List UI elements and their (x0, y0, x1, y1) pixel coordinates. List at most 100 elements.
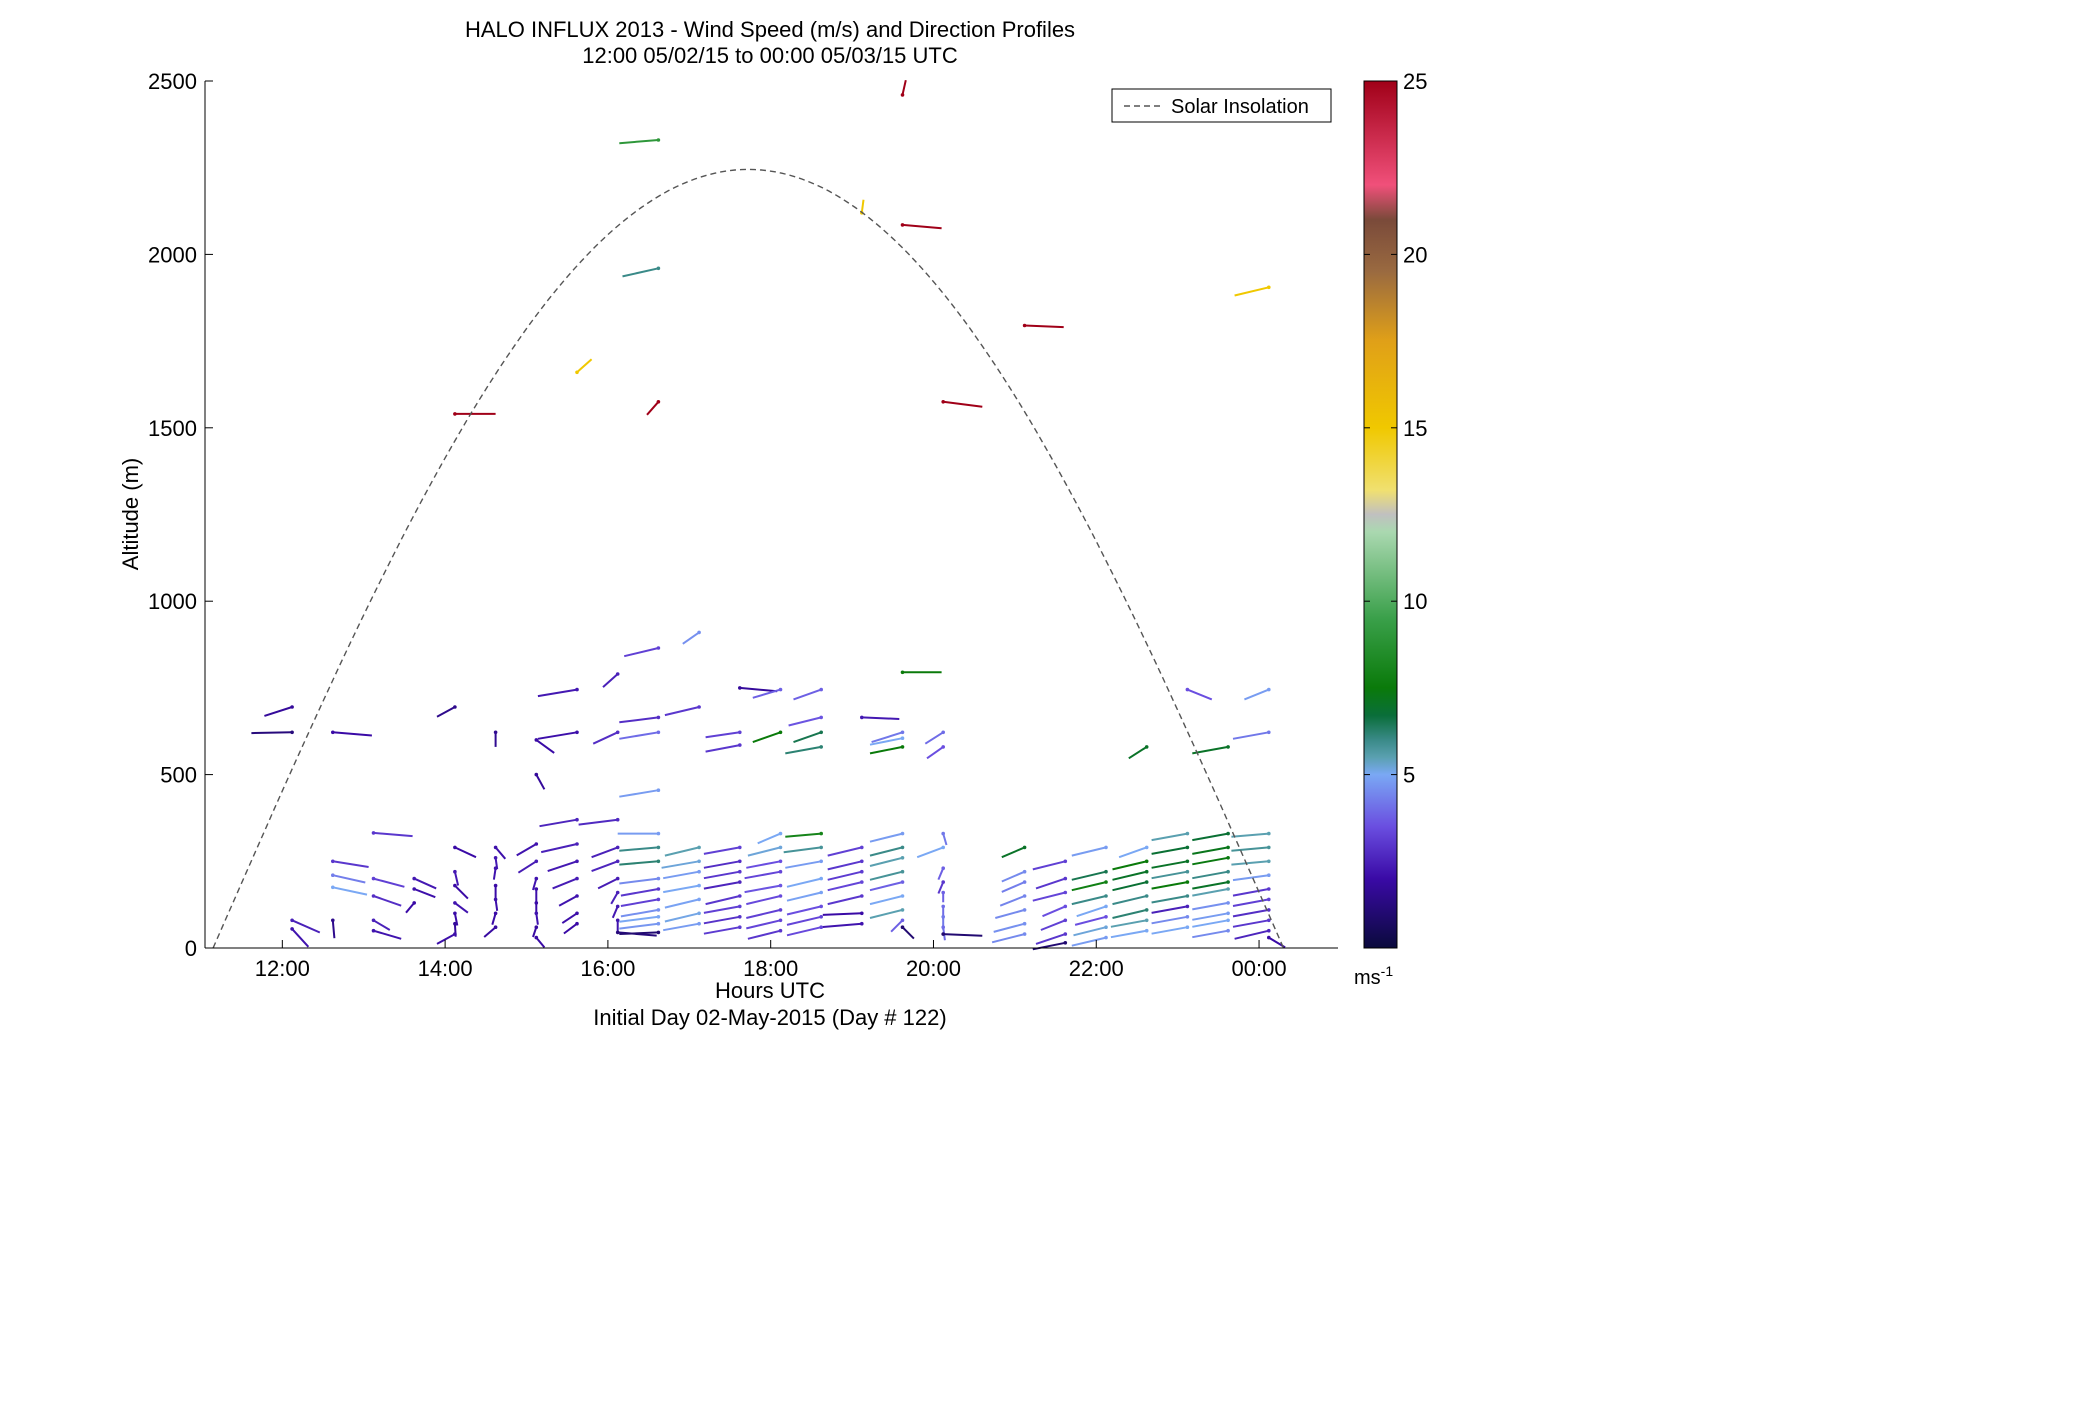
wind-vector-head (371, 918, 376, 923)
wind-vector-shaft (869, 908, 903, 919)
wind-vector-shaft (373, 929, 402, 940)
wind-vector-head (860, 921, 864, 926)
wind-vector-shaft (682, 631, 700, 645)
wind-vector-head (900, 845, 905, 850)
wind-vector (703, 904, 742, 914)
wind-vector-head (1063, 918, 1068, 923)
wind-vector-shaft (703, 860, 740, 869)
wind-vector-head (1267, 908, 1271, 912)
wind-vector-shaft (436, 933, 456, 945)
wind-vector-head (575, 894, 579, 898)
wind-vector-shaft (937, 881, 945, 894)
wind-vector (827, 894, 864, 906)
wind-vector-shaft (332, 874, 366, 884)
wind-vector-shaft (786, 877, 822, 888)
wind-vector-head (900, 93, 905, 97)
wind-vector (646, 400, 661, 416)
wind-vector-head (331, 873, 335, 877)
wind-vector-head (656, 915, 661, 919)
wind-vector-head (819, 845, 823, 850)
wind-vector-head (819, 730, 823, 735)
wind-vector (869, 745, 905, 755)
wind-vector-shaft (291, 919, 321, 934)
x-tick-label: 14:00 (418, 956, 473, 981)
wind-vector-shaft (454, 884, 469, 900)
wind-vector-shaft (610, 892, 619, 905)
wind-vector (941, 400, 983, 408)
wind-vector-head (941, 890, 945, 895)
wind-vector (591, 859, 620, 873)
wind-vector (540, 842, 579, 854)
wind-vector (1112, 894, 1149, 906)
wind-vector (746, 908, 783, 919)
wind-vector-head (615, 904, 620, 909)
wind-vector-shaft (890, 919, 904, 933)
wind-vector-head (1104, 935, 1108, 940)
wind-vector-shaft (827, 895, 863, 906)
wind-vector-shaft (1110, 919, 1147, 928)
wind-vector-shaft (620, 888, 659, 897)
wind-vector-shaft (788, 716, 822, 727)
wind-vector (1232, 887, 1271, 897)
wind-vector (869, 894, 905, 906)
wind-vector-shaft (1231, 860, 1269, 866)
wind-vector (534, 772, 546, 790)
wind-vector-head (615, 859, 620, 864)
wind-vector (331, 859, 369, 868)
wind-vector (493, 883, 498, 899)
wind-vector-shaft (552, 877, 578, 890)
wind-vector (1112, 908, 1149, 919)
wind-vector (703, 880, 742, 890)
wind-vector (1151, 831, 1190, 842)
wind-vector-head (453, 911, 457, 916)
wind-vector-shaft (1032, 860, 1066, 871)
wind-vector-head (615, 817, 620, 822)
wind-vector-head (1226, 869, 1230, 874)
wind-vector-shaft (1071, 895, 1107, 906)
wind-vector (1071, 880, 1108, 892)
wind-vector-head (412, 887, 417, 891)
wind-vector-shaft (703, 870, 740, 880)
wind-vector-shaft (1192, 832, 1229, 842)
wind-vector-head (738, 730, 742, 735)
wind-vector-head (1144, 859, 1149, 864)
wind-vector-head (1267, 859, 1271, 864)
wind-vector (331, 730, 372, 737)
wind-vector-shaft (494, 846, 507, 860)
wind-vector-head (819, 745, 823, 749)
wind-vector (1032, 859, 1068, 871)
wind-vector-shaft (1001, 881, 1025, 893)
wind-vector (1001, 880, 1027, 893)
wind-vector-shaft (1071, 870, 1107, 881)
wind-vector-shaft (413, 888, 436, 899)
wind-vector-head (819, 687, 823, 692)
wind-vector-head (778, 845, 783, 850)
wind-vector-shaft (1232, 919, 1269, 928)
wind-vector-head (656, 715, 661, 720)
wind-vector-head (1267, 687, 1271, 692)
wind-vector-shaft (1192, 901, 1229, 911)
wind-vector-head (697, 869, 701, 874)
wind-vector (1192, 869, 1230, 880)
wind-vector-shaft (869, 895, 903, 906)
wind-vector (1232, 908, 1271, 918)
wind-vector-shaft (591, 846, 619, 859)
wind-vector (534, 887, 539, 903)
wind-vector-head (941, 745, 945, 749)
wind-vector-shaft (1151, 915, 1188, 925)
wind-vector-head (1226, 856, 1230, 860)
wind-vector (290, 927, 310, 948)
wind-vector-head (453, 845, 457, 850)
wind-vector-head (1063, 941, 1068, 945)
wind-vector-head (656, 266, 661, 271)
wind-vector-head (453, 932, 457, 936)
wind-vector (493, 897, 499, 911)
wind-vector (752, 687, 783, 699)
wind-vector-head (900, 736, 905, 740)
wind-vector-shaft (264, 706, 293, 717)
wind-vector-head (331, 918, 335, 923)
wind-vector (703, 859, 742, 869)
wind-vector (1071, 845, 1108, 857)
wind-vector-shaft (558, 895, 578, 907)
wind-vector (534, 935, 546, 949)
